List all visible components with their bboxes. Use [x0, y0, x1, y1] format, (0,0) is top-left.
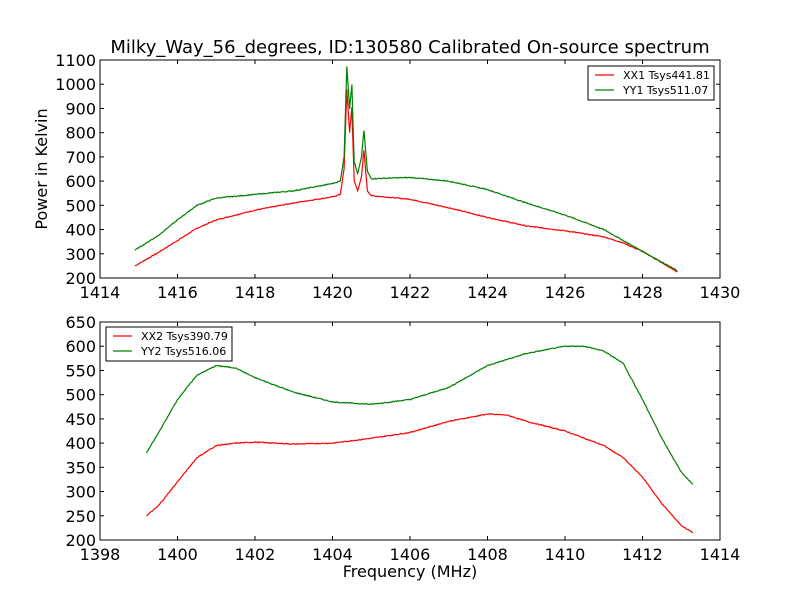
legend: XX1 Tsys441.81 YY1 Tsys511.07 [587, 65, 715, 101]
y-tick-label: 1000 [55, 75, 96, 94]
x-tick-label: 1414 [700, 545, 741, 564]
x-tick-label: 1420 [312, 283, 353, 302]
y-tick-label: 300 [65, 483, 96, 502]
y-tick-label: 500 [65, 196, 96, 215]
x-tick-label: 1418 [235, 283, 276, 302]
legend: XX2 Tsys390.79 YY2 Tsys516.06 [105, 326, 233, 362]
x-tick-label: 1408 [467, 545, 508, 564]
x-tick-label: 1422 [390, 283, 431, 302]
legend-label: XX2 Tsys390.79 [141, 330, 228, 343]
series-line-xx1 [134, 88, 678, 273]
y-tick-label: 400 [65, 434, 96, 453]
y-tick-label: 550 [65, 361, 96, 380]
series-line-yy2 [145, 345, 694, 485]
x-tick-label: 1426 [545, 283, 586, 302]
y-tick-label: 1100 [55, 51, 96, 70]
x-tick-label: 1424 [467, 283, 508, 302]
y-tick-label: 600 [65, 337, 96, 356]
x-tick-label: 1416 [157, 283, 198, 302]
x-tick-label: 1410 [545, 545, 586, 564]
y-tick-label: 250 [65, 507, 96, 526]
x-tick-label: 1414 [80, 283, 121, 302]
x-tick-label: 1398 [80, 545, 121, 564]
x-tick-label: 1404 [312, 545, 353, 564]
y-tick-label: 350 [65, 458, 96, 477]
legend-label: YY2 Tsys516.06 [140, 345, 226, 358]
x-tick-label: 1430 [700, 283, 741, 302]
x-tick-label: 1400 [157, 545, 198, 564]
top-plot: 1414 1416 1418 1420 1422 1424 1426 1428 1430 200 3… [55, 51, 740, 302]
legend-box [105, 326, 233, 362]
legend-label: XX1 Tsys441.81 [623, 69, 710, 82]
y-tick-label: 600 [65, 172, 96, 191]
y-tick-label: 450 [65, 410, 96, 429]
series-line-yy1 [134, 66, 678, 272]
x-axis-label: Frequency (MHz) [343, 562, 477, 581]
y-tick-label: 500 [65, 386, 96, 405]
x-tick-label: 1406 [390, 545, 431, 564]
y-tick-label: 650 [65, 313, 96, 332]
y-tick-label: 200 [65, 269, 96, 288]
series-line-xx2 [146, 413, 694, 534]
chart-title: Milky_Way_56_degrees, ID:130580 Calibrat… [110, 37, 709, 58]
bottom-plot: 1398 1400 1402 1404 1406 1408 1410 1412 1414 200 2… [65, 313, 740, 564]
x-tick-label: 1402 [235, 545, 276, 564]
legend-label: YY1 Tsys511.07 [622, 84, 708, 97]
legend-box [587, 65, 715, 101]
y-tick-label: 900 [65, 99, 96, 118]
x-tick-label: 1412 [622, 545, 663, 564]
y-tick-label: 700 [65, 148, 96, 167]
y-axis-label: Power in Kelvin [32, 108, 51, 229]
x-tick-label: 1428 [622, 283, 663, 302]
y-tick-label: 300 [65, 245, 96, 264]
y-tick-label: 800 [65, 124, 96, 143]
y-tick-label: 200 [65, 531, 96, 550]
y-tick-label: 400 [65, 221, 96, 240]
